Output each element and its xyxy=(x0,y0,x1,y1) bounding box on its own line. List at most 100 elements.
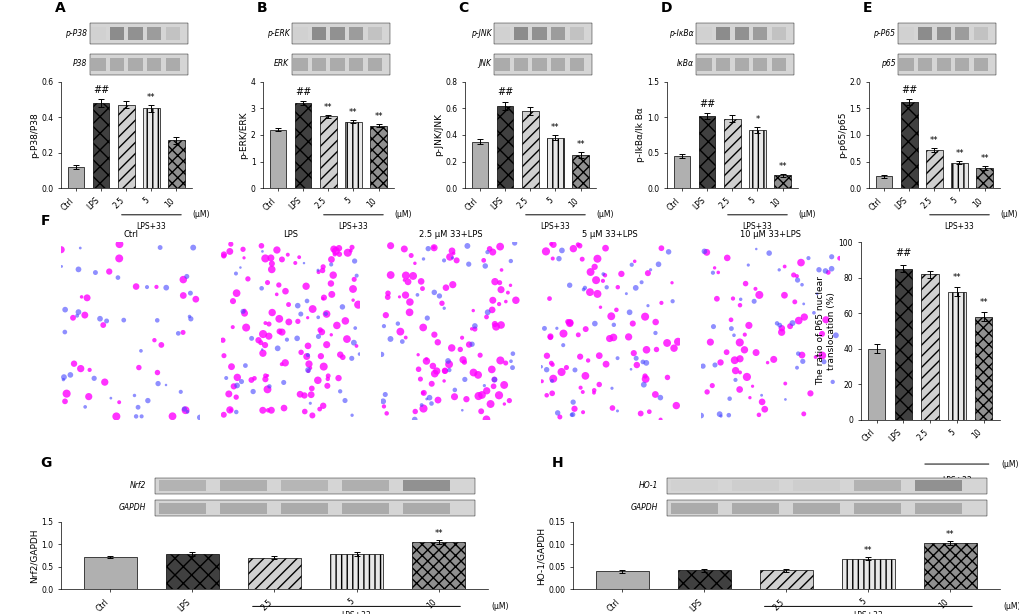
Y-axis label: The ratio of P65 nuclear
translocation (%): The ratio of P65 nuclear translocation (… xyxy=(815,276,835,386)
Point xyxy=(495,399,512,409)
Text: D: D xyxy=(660,1,672,15)
Point xyxy=(477,261,493,271)
Point xyxy=(444,280,461,290)
Bar xyxy=(897,23,995,44)
Point xyxy=(235,253,252,263)
Point xyxy=(419,313,435,323)
Bar xyxy=(291,23,389,44)
Point xyxy=(228,407,245,417)
Point xyxy=(444,253,461,263)
Bar xyxy=(370,126,386,188)
Bar xyxy=(84,557,137,589)
Point xyxy=(192,413,208,422)
Point xyxy=(461,259,477,269)
Point xyxy=(153,340,169,350)
Bar xyxy=(917,27,931,41)
Bar xyxy=(715,58,730,71)
Point xyxy=(465,368,481,378)
Point xyxy=(255,348,271,358)
Point xyxy=(592,302,608,312)
Bar xyxy=(522,111,538,188)
Bar xyxy=(570,58,584,71)
Point xyxy=(440,359,457,369)
Bar xyxy=(894,269,911,420)
Bar xyxy=(954,27,968,41)
Point xyxy=(234,306,251,316)
Point xyxy=(397,333,414,343)
Point xyxy=(574,254,590,264)
Point xyxy=(492,320,508,330)
Point xyxy=(789,275,805,285)
Point xyxy=(315,401,331,411)
Point xyxy=(575,285,591,295)
Point xyxy=(747,348,763,357)
Text: (μM): (μM) xyxy=(1003,602,1019,611)
Point xyxy=(379,292,395,302)
Point xyxy=(273,359,289,369)
Point xyxy=(426,243,442,253)
Point xyxy=(222,405,238,415)
Point xyxy=(669,337,686,347)
Point xyxy=(817,315,834,325)
Point xyxy=(704,322,720,332)
Text: JNK: JNK xyxy=(478,60,491,69)
Point xyxy=(245,387,261,397)
Point xyxy=(750,410,766,420)
Text: **: ** xyxy=(863,546,871,555)
Bar xyxy=(294,103,311,188)
Point xyxy=(737,279,753,289)
Bar xyxy=(749,130,765,188)
Text: E: E xyxy=(862,1,871,15)
Point xyxy=(70,265,87,274)
Text: **: ** xyxy=(777,162,786,171)
Point xyxy=(345,274,362,284)
Point xyxy=(741,393,757,403)
Y-axis label: p-IkBα/Ik Bα: p-IkBα/Ik Bα xyxy=(635,107,644,162)
Point xyxy=(628,360,644,370)
Point xyxy=(604,333,621,343)
Bar xyxy=(412,542,465,589)
Point xyxy=(557,363,574,373)
Point xyxy=(786,297,802,307)
Point xyxy=(314,327,330,337)
Point xyxy=(312,325,328,335)
Point xyxy=(565,397,581,407)
Bar xyxy=(159,502,206,513)
Point xyxy=(597,243,613,253)
Point xyxy=(224,322,240,332)
Point xyxy=(149,316,165,325)
Point xyxy=(692,411,708,421)
Point xyxy=(292,309,309,319)
Point xyxy=(257,254,273,263)
Point xyxy=(446,385,463,395)
Point xyxy=(745,297,761,306)
Point xyxy=(57,327,73,337)
Point xyxy=(802,389,818,398)
Point xyxy=(288,333,305,343)
Point xyxy=(257,340,273,350)
Text: LPS+33: LPS+33 xyxy=(742,222,771,231)
Point xyxy=(410,364,426,374)
Point xyxy=(305,304,321,314)
Bar xyxy=(281,481,328,491)
Point xyxy=(323,330,339,340)
Point xyxy=(92,314,108,324)
Text: Ctrl: Ctrl xyxy=(123,230,139,239)
Bar xyxy=(951,163,967,188)
Bar xyxy=(935,27,950,41)
Bar xyxy=(496,106,513,188)
Point xyxy=(550,254,567,263)
Point xyxy=(577,371,593,381)
Point xyxy=(418,394,434,404)
Point xyxy=(576,283,592,293)
Point xyxy=(302,363,318,373)
Point xyxy=(725,293,741,303)
Point xyxy=(819,268,836,278)
Text: LPS+33: LPS+33 xyxy=(137,222,166,231)
Point xyxy=(788,271,804,281)
Point xyxy=(698,387,714,397)
Point xyxy=(310,267,326,277)
Point xyxy=(401,308,418,317)
Point xyxy=(646,389,662,399)
Point xyxy=(413,400,429,410)
